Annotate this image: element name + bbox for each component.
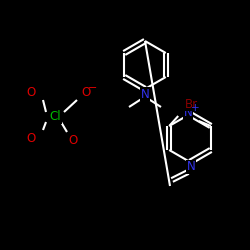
Text: N: N <box>184 106 192 120</box>
Text: +: + <box>191 103 199 113</box>
Text: O: O <box>68 134 78 146</box>
Text: Cl: Cl <box>49 110 61 124</box>
Text: O: O <box>26 86 36 100</box>
Text: −: − <box>88 83 98 93</box>
Text: O: O <box>26 132 36 144</box>
Text: N: N <box>186 160 196 173</box>
Text: N: N <box>140 88 149 101</box>
Text: O: O <box>82 86 90 100</box>
Text: Br: Br <box>185 98 198 110</box>
